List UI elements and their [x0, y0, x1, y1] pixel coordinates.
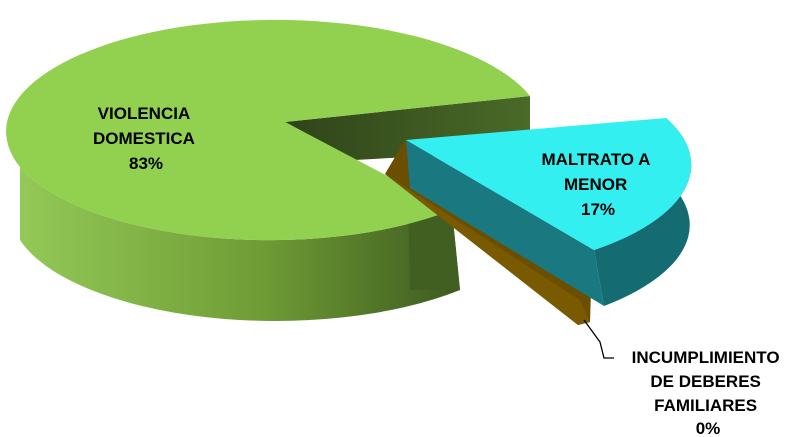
slice-maltrato-menor-top: [406, 118, 692, 250]
slice-incumplimiento-edge: [385, 174, 590, 325]
value-label-maltrato-menor: 17%: [581, 200, 615, 219]
label-violencia-domestica: VIOLENCIA DOMESTICA 83%: [93, 104, 199, 173]
slice-maltrato-menor: [406, 118, 692, 306]
slice-violencia-domestica-top: [6, 19, 531, 241]
value-label-incumplimiento: 0%: [696, 419, 721, 437]
leader-line: [583, 319, 614, 359]
slice-maltrato-menor-cut: [406, 140, 604, 306]
slice-maltrato-menor-side: [594, 118, 692, 306]
slice-violencia-domestica-side: [20, 167, 460, 321]
slice-violencia-domestica: [6, 19, 531, 321]
value-label-violencia-domestica: 83%: [129, 154, 163, 173]
slice-violencia-domestica-cut-right: [408, 210, 460, 290]
label-maltrato-menor: MALTRATO A MENOR 17%: [541, 150, 654, 219]
label-incumplimiento: INCUMPLIMIENTO DE DEBERES FAMILIARES 0%: [632, 348, 785, 437]
